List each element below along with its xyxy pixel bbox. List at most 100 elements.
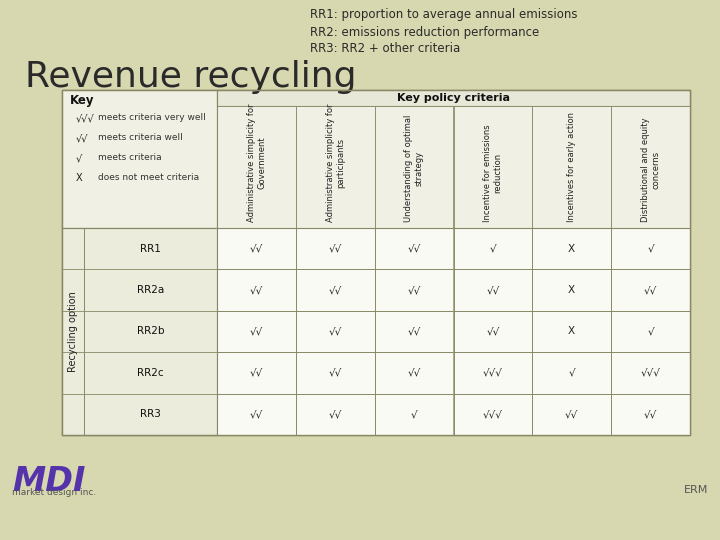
Text: meets criteria well: meets criteria well xyxy=(98,133,183,143)
Text: MDI: MDI xyxy=(12,465,86,498)
Bar xyxy=(296,311,374,352)
Bar xyxy=(296,106,374,228)
Bar xyxy=(374,269,454,311)
Bar xyxy=(454,311,532,352)
Text: √: √ xyxy=(490,244,496,254)
Bar xyxy=(217,90,690,106)
Text: RR2a: RR2a xyxy=(137,285,164,295)
Bar xyxy=(611,394,690,435)
Text: √√√: √√√ xyxy=(641,368,660,378)
Text: X: X xyxy=(568,327,575,336)
Text: √√: √√ xyxy=(486,285,500,295)
Bar xyxy=(296,228,374,269)
Text: √√: √√ xyxy=(250,368,263,378)
Text: √√: √√ xyxy=(76,133,89,143)
Text: √√: √√ xyxy=(408,368,420,378)
Text: X: X xyxy=(568,244,575,254)
Text: √√: √√ xyxy=(644,285,657,295)
Text: √√: √√ xyxy=(565,409,578,419)
Bar xyxy=(217,311,296,352)
Text: √√: √√ xyxy=(250,285,263,295)
Bar xyxy=(62,90,690,435)
Text: √√: √√ xyxy=(486,327,500,336)
Text: √√: √√ xyxy=(408,285,420,295)
Text: Distributional and equity
concerns: Distributional and equity concerns xyxy=(641,118,660,222)
Text: √√√: √√√ xyxy=(483,368,503,378)
Bar xyxy=(62,90,217,228)
Bar xyxy=(454,106,532,228)
Bar xyxy=(374,106,454,228)
Bar xyxy=(296,269,374,311)
Bar xyxy=(611,228,690,269)
Bar xyxy=(454,394,532,435)
Bar xyxy=(62,228,217,435)
Text: √√: √√ xyxy=(250,327,263,336)
Bar xyxy=(374,394,454,435)
Bar xyxy=(454,228,532,269)
Text: √: √ xyxy=(411,409,418,419)
Text: Incentive for emissions
reduction: Incentive for emissions reduction xyxy=(483,124,503,222)
Text: Incentives for early action: Incentives for early action xyxy=(567,112,576,222)
Text: RR1: proportion to average annual emissions: RR1: proportion to average annual emissi… xyxy=(310,8,577,21)
Text: √: √ xyxy=(647,244,654,254)
Text: Administrative simplicity for
Government: Administrative simplicity for Government xyxy=(247,104,266,222)
Bar xyxy=(296,352,374,394)
Text: meets criteria very well: meets criteria very well xyxy=(98,113,206,123)
Text: √√: √√ xyxy=(328,285,342,295)
Text: Key policy criteria: Key policy criteria xyxy=(397,93,510,103)
Text: ERM: ERM xyxy=(683,485,708,495)
Bar xyxy=(611,352,690,394)
Bar xyxy=(217,352,296,394)
Text: √√: √√ xyxy=(250,409,263,419)
Bar xyxy=(532,228,611,269)
Bar xyxy=(374,311,454,352)
Text: √: √ xyxy=(647,327,654,336)
Bar xyxy=(8,2,712,460)
Text: √√√: √√√ xyxy=(76,113,95,123)
Text: X: X xyxy=(568,285,575,295)
Text: RR3: RR2 + other criteria: RR3: RR2 + other criteria xyxy=(310,42,460,55)
Bar xyxy=(532,394,611,435)
Text: RR2: emissions reduction performance: RR2: emissions reduction performance xyxy=(310,26,539,39)
Bar xyxy=(532,269,611,311)
Text: √√: √√ xyxy=(644,409,657,419)
Text: does not meet criteria: does not meet criteria xyxy=(98,173,199,183)
Text: √√: √√ xyxy=(250,244,263,254)
Text: √√: √√ xyxy=(408,327,420,336)
Text: √√: √√ xyxy=(328,409,342,419)
Bar xyxy=(611,106,690,228)
Text: Revenue recycling: Revenue recycling xyxy=(25,60,356,94)
Bar xyxy=(217,269,296,311)
Text: √: √ xyxy=(76,153,82,163)
Bar xyxy=(532,352,611,394)
Bar xyxy=(374,228,454,269)
Bar xyxy=(217,106,296,228)
Text: √: √ xyxy=(568,368,575,378)
Text: meets criteria: meets criteria xyxy=(98,153,161,163)
Bar xyxy=(217,228,296,269)
Text: Recycling option: Recycling option xyxy=(68,291,78,372)
Text: Administrative simplicity for
participants: Administrative simplicity for participan… xyxy=(325,104,345,222)
Text: √√: √√ xyxy=(328,368,342,378)
Bar xyxy=(611,311,690,352)
Text: RR2c: RR2c xyxy=(138,368,164,378)
Bar xyxy=(532,311,611,352)
Text: √√√: √√√ xyxy=(483,409,503,419)
Text: RR2b: RR2b xyxy=(137,327,164,336)
Text: RR3: RR3 xyxy=(140,409,161,419)
Text: RR1: RR1 xyxy=(140,244,161,254)
Bar xyxy=(454,269,532,311)
Text: X: X xyxy=(76,173,83,183)
Bar xyxy=(374,352,454,394)
Text: √√: √√ xyxy=(408,244,420,254)
Text: Key: Key xyxy=(70,94,94,107)
Text: √√: √√ xyxy=(328,244,342,254)
Text: market design inc.: market design inc. xyxy=(12,488,96,497)
Bar xyxy=(611,269,690,311)
Bar xyxy=(454,352,532,394)
Bar xyxy=(217,394,296,435)
Bar xyxy=(62,90,690,435)
Text: √√: √√ xyxy=(328,327,342,336)
Bar xyxy=(532,106,611,228)
Text: Understanding of optimal
strategy: Understanding of optimal strategy xyxy=(405,114,424,222)
